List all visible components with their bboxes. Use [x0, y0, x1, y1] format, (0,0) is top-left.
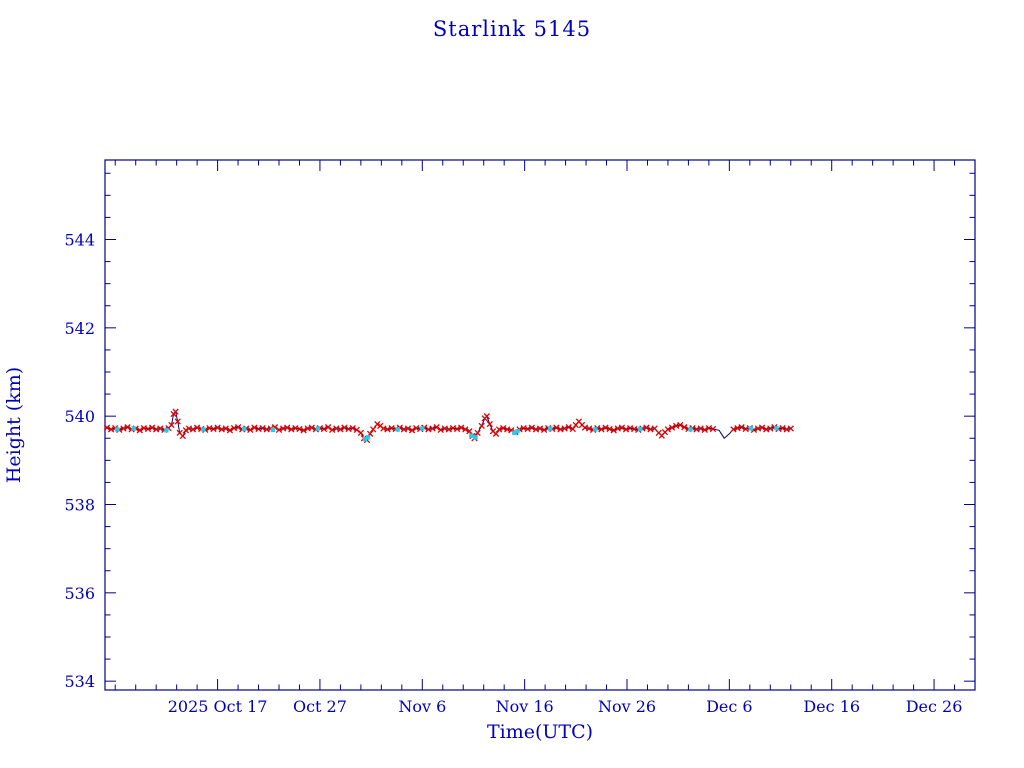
data-markers-cyan: [115, 425, 779, 442]
data-markers-red: [103, 408, 794, 444]
cyan-square-marker: [115, 427, 120, 432]
cyan-square-marker: [593, 427, 598, 432]
cyan-square-marker: [748, 426, 753, 431]
cyan-square-marker: [638, 426, 643, 432]
x-tick-label: Dec 16: [803, 697, 860, 716]
cyan-square-marker: [365, 435, 371, 440]
x-tick-label: Nov 6: [398, 697, 446, 716]
y-tick-label: 542: [64, 319, 95, 338]
axis-tick-labels: 2025 Oct 17 Oct 27 Nov 6 Nov 16 Nov 26 Dec 6 D…: [64, 231, 962, 717]
x-tick-label: Dec 26: [906, 697, 963, 716]
height-polyline: [106, 410, 791, 441]
cyan-square-marker: [395, 427, 400, 432]
cyan-square-marker: [548, 426, 553, 431]
cyan-square-marker: [242, 426, 247, 432]
x-tick-label: Nov 26: [598, 697, 656, 716]
y-tick-label: 540: [64, 407, 95, 426]
cyan-square-marker: [131, 426, 136, 431]
y-tick-label: 538: [64, 496, 95, 515]
red-x-markers: [103, 408, 794, 444]
x-tick-label: Dec 6: [706, 697, 753, 716]
x-axis-label: Time(UTC): [487, 721, 593, 743]
cyan-square-marker: [362, 436, 368, 442]
cyan-square-marker: [420, 426, 425, 431]
x-tick-label: 2025 Oct 17: [168, 697, 268, 716]
y-axis-label: Height (km): [3, 367, 25, 483]
cyan-square-marker: [469, 433, 474, 438]
cyan-square-marker: [774, 425, 779, 431]
chart-title: Starlink 5145: [433, 17, 591, 41]
cyan-square-marker: [315, 426, 321, 431]
data-line: [106, 410, 791, 441]
y-tick-label: 534: [64, 672, 95, 691]
cyan-square-marker: [164, 428, 169, 433]
y-tick-label: 536: [64, 584, 95, 603]
axis-ticks: [105, 160, 976, 690]
y-tick-label: 544: [64, 231, 95, 250]
cyan-square-marker: [515, 429, 520, 434]
x-tick-label: Oct 27: [293, 697, 347, 716]
cyan-square-marker: [270, 427, 276, 433]
cyan-square-marker: [473, 435, 478, 440]
x-tick-label: Nov 16: [496, 697, 554, 716]
cyan-square-marker: [201, 427, 206, 432]
cyan-square-marker: [512, 430, 517, 436]
cyan-square-marker: [688, 427, 693, 432]
